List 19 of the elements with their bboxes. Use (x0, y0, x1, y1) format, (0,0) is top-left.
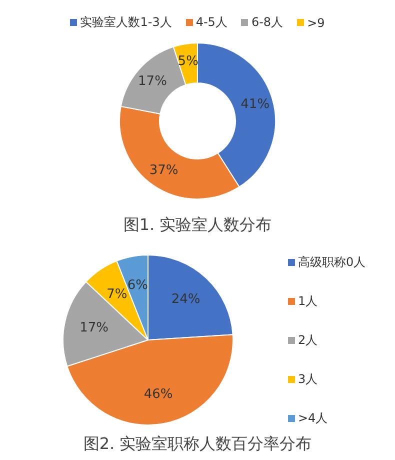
legend-label: 1人 (298, 292, 318, 310)
legend-label: >4人 (298, 410, 328, 426)
legend-label: 实验室人数1-3人 (80, 14, 172, 31)
legend-label: >9 (307, 16, 325, 30)
data-label: 17% (138, 74, 167, 89)
data-label: 46% (144, 386, 173, 402)
text: 图2. 实验室职称人数百分率分布 (83, 434, 312, 455)
legend-label: 6-8人 (251, 14, 284, 31)
data-label: 17% (80, 320, 109, 336)
text: 图1. 实验室人数分布 (123, 215, 272, 236)
data-label: 6% (127, 278, 148, 294)
legend-label: 高级职称0人 (298, 254, 366, 270)
legend-label: 3人 (298, 370, 318, 388)
data-label: 41% (240, 96, 270, 112)
data-label: 7% (106, 286, 128, 302)
data-label: 37% (149, 163, 178, 178)
data-label: 24% (171, 292, 200, 308)
legend-label: 2人 (298, 332, 318, 348)
legend-label: 4-5人 (196, 14, 228, 31)
